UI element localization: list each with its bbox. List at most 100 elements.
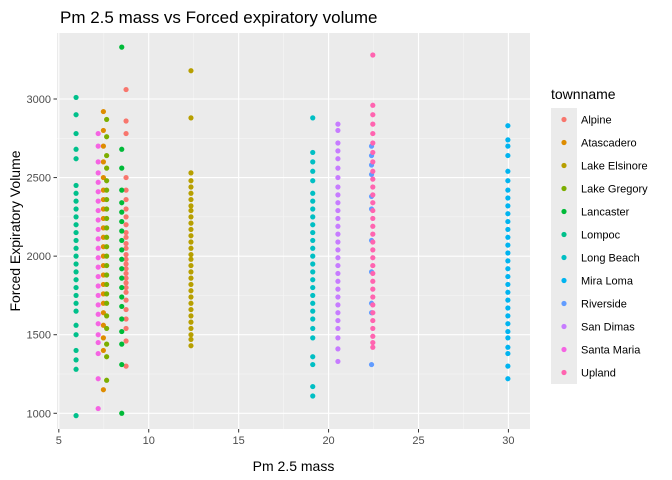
x-axis-ticks: 5 10 15 20 25 30 bbox=[56, 429, 515, 447]
data-point bbox=[505, 297, 511, 303]
data-point bbox=[95, 170, 101, 176]
data-point bbox=[335, 239, 341, 245]
data-point bbox=[335, 192, 341, 198]
data-point bbox=[310, 393, 316, 399]
data-point bbox=[123, 261, 129, 267]
legend-key-upland bbox=[561, 369, 567, 376]
data-point bbox=[370, 159, 376, 165]
data-point bbox=[119, 44, 125, 50]
data-point bbox=[73, 261, 79, 267]
series-atascadero bbox=[100, 108, 107, 393]
data-point bbox=[310, 245, 316, 251]
data-point bbox=[505, 218, 511, 225]
data-point bbox=[188, 226, 194, 233]
data-point bbox=[370, 176, 376, 182]
data-point bbox=[370, 192, 376, 198]
data-point bbox=[119, 228, 125, 234]
data-point bbox=[310, 168, 316, 174]
data-point bbox=[95, 350, 101, 357]
data-point bbox=[104, 234, 110, 240]
data-point bbox=[188, 245, 194, 251]
data-point bbox=[505, 211, 511, 217]
data-point bbox=[104, 341, 110, 347]
data-point bbox=[310, 159, 316, 165]
data-point bbox=[370, 207, 376, 214]
x-tick-label: 20 bbox=[322, 435, 334, 447]
data-point bbox=[188, 294, 194, 300]
data-point bbox=[188, 207, 194, 214]
data-point bbox=[104, 116, 110, 123]
data-point bbox=[188, 233, 194, 239]
data-point bbox=[119, 303, 125, 310]
data-point bbox=[188, 313, 194, 319]
legend-label-lancaster: Lancaster bbox=[581, 207, 630, 219]
data-point bbox=[335, 278, 341, 284]
data-point bbox=[95, 143, 101, 149]
data-point bbox=[73, 253, 79, 259]
data-point bbox=[505, 137, 511, 143]
data-point bbox=[370, 140, 376, 146]
data-point bbox=[188, 251, 194, 258]
data-point bbox=[188, 256, 194, 262]
data-point bbox=[335, 302, 341, 308]
data-point bbox=[119, 256, 125, 262]
data-point bbox=[370, 325, 376, 332]
data-point bbox=[505, 143, 511, 149]
data-point bbox=[310, 190, 316, 196]
data-point bbox=[188, 203, 194, 209]
data-point bbox=[188, 288, 194, 294]
y-axis-title: Forced Expiratory Volume bbox=[7, 150, 23, 311]
data-point bbox=[73, 198, 79, 204]
legend-key-alpine bbox=[561, 116, 567, 123]
data-point bbox=[123, 280, 129, 286]
data-point bbox=[123, 214, 129, 220]
series-upland bbox=[370, 52, 376, 350]
data-point bbox=[188, 190, 194, 196]
data-point bbox=[95, 283, 101, 289]
data-point bbox=[335, 294, 341, 300]
data-point bbox=[370, 294, 376, 300]
legend-label-lake-gregory: Lake Gregory bbox=[581, 184, 648, 196]
data-point bbox=[335, 140, 341, 146]
legend-label-santa-maria: Santa Maria bbox=[581, 345, 641, 357]
data-point bbox=[104, 165, 110, 171]
data-point bbox=[95, 302, 101, 308]
legend-key-santa-maria bbox=[561, 346, 567, 353]
data-point bbox=[370, 262, 376, 269]
data-point bbox=[335, 156, 341, 162]
data-point bbox=[123, 174, 129, 181]
chart-title: Pm 2.5 mass vs Forced expiratory volume bbox=[60, 8, 377, 27]
data-point bbox=[335, 255, 341, 261]
data-point bbox=[104, 325, 110, 332]
data-point bbox=[310, 253, 316, 259]
data-point bbox=[505, 363, 511, 369]
data-point bbox=[505, 289, 511, 295]
data-point bbox=[104, 206, 110, 212]
data-point bbox=[335, 215, 341, 222]
data-point bbox=[370, 223, 376, 229]
data-point bbox=[100, 387, 107, 393]
data-point bbox=[335, 223, 341, 229]
data-point bbox=[310, 354, 316, 360]
data-point bbox=[370, 121, 376, 127]
data-point bbox=[505, 313, 511, 319]
data-point bbox=[505, 328, 511, 335]
y-axis-ticks: 1000 1500 2000 2500 3000 bbox=[27, 94, 57, 420]
data-point bbox=[370, 231, 376, 237]
data-point bbox=[310, 206, 316, 212]
series-lompoc bbox=[73, 94, 79, 419]
data-point bbox=[335, 247, 341, 253]
data-point bbox=[310, 178, 316, 184]
data-point bbox=[73, 366, 79, 372]
data-point bbox=[119, 247, 125, 253]
data-point bbox=[188, 336, 194, 343]
data-point bbox=[370, 52, 376, 58]
data-point bbox=[335, 262, 341, 269]
data-point bbox=[104, 377, 110, 383]
data-point bbox=[100, 143, 107, 149]
data-point bbox=[370, 247, 376, 253]
legend-key-lake-gregory bbox=[561, 185, 567, 192]
data-point bbox=[335, 346, 341, 352]
data-point bbox=[123, 130, 129, 137]
data-point bbox=[505, 350, 511, 357]
